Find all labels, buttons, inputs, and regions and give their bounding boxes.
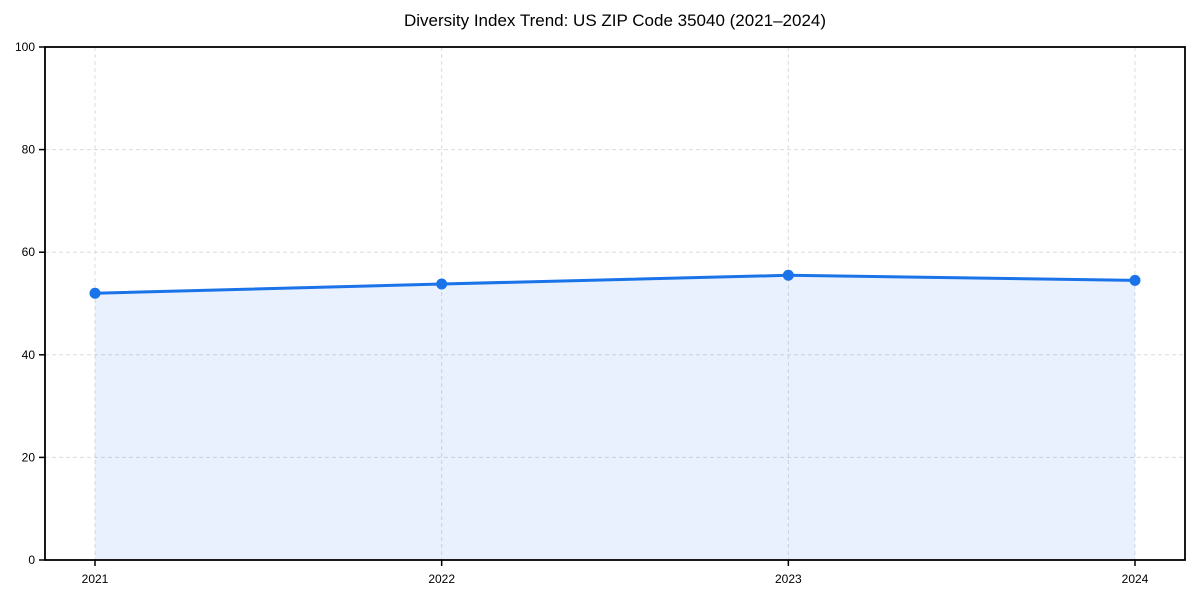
x-axis-tick-label: 2024 bbox=[1122, 572, 1149, 586]
y-axis-tick-label: 20 bbox=[22, 450, 36, 464]
data-point bbox=[1129, 274, 1141, 286]
y-axis-tick-label: 100 bbox=[15, 40, 35, 54]
y-axis-tick-label: 40 bbox=[22, 348, 36, 362]
plot-border bbox=[44, 46, 1186, 561]
y-axis-tick-label: 80 bbox=[22, 143, 36, 157]
data-point bbox=[436, 278, 448, 290]
data-point bbox=[782, 269, 794, 281]
area-fill bbox=[95, 275, 1135, 560]
data-point bbox=[89, 287, 101, 299]
x-axis-tick-label: 2022 bbox=[428, 572, 455, 586]
y-axis-tick-label: 60 bbox=[22, 245, 36, 259]
x-axis-tick-label: 2023 bbox=[775, 572, 802, 586]
trend-line bbox=[93, 273, 1137, 295]
y-axis-tick-label: 0 bbox=[28, 553, 35, 567]
chart-title: Diversity Index Trend: US ZIP Code 35040… bbox=[404, 11, 826, 30]
x-axis-tick-label: 2021 bbox=[82, 572, 109, 586]
